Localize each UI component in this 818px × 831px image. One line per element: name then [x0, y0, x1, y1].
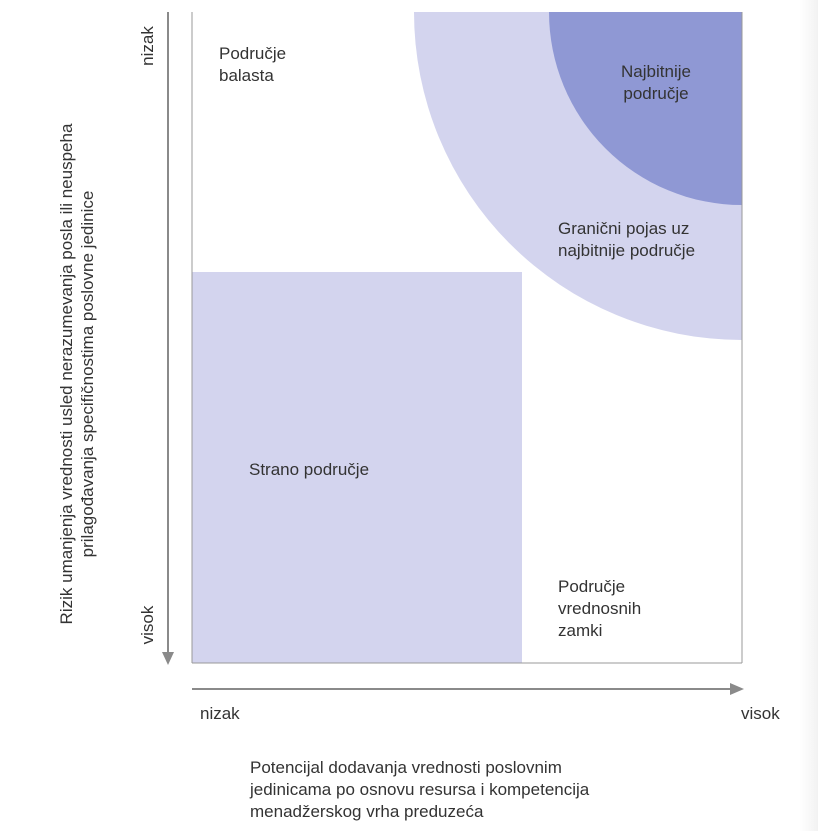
heartland-label: Najbitnije područje: [621, 62, 691, 103]
right-edge-shade: [800, 0, 818, 831]
x-axis-title: Potencijal dodavanja vrednosti poslovnim…: [250, 758, 590, 821]
heartland-area: [549, 12, 742, 205]
y-axis-high-label: visok: [138, 605, 157, 645]
edge-of-heartland-label: Granični pojas uz najbitnije područje: [558, 219, 696, 260]
value-trap-label: Područje vrednosnih zamki: [558, 577, 642, 640]
y-axis-arrowhead: [162, 652, 174, 665]
x-axis-low-label: nizak: [200, 704, 240, 723]
x-axis-high-label: visok: [741, 704, 780, 723]
ballast-label: Područje balasta: [219, 44, 287, 85]
y-axis-title: Rizik umanjenja vrednosti usled nerazume…: [57, 123, 97, 625]
alien-territory-area: [192, 272, 522, 663]
alien-territory-label: Strano područje: [249, 460, 370, 479]
x-axis-arrowhead: [730, 683, 744, 695]
y-axis-low-label: nizak: [138, 26, 157, 66]
